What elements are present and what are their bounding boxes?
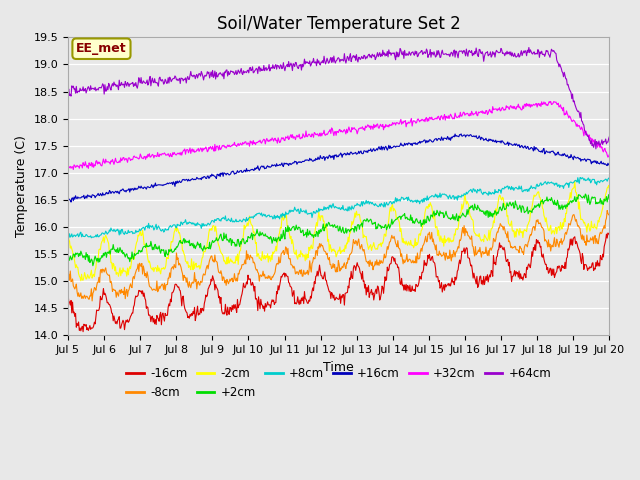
+8cm <box>421 195 429 201</box>
-8cm <box>64 272 72 278</box>
Line: +8cm: +8cm <box>68 178 609 238</box>
+8cm <box>605 176 613 181</box>
+32cm <box>75 164 83 169</box>
+16cm <box>405 140 413 146</box>
-16cm <box>74 323 82 328</box>
-8cm <box>88 298 96 304</box>
+32cm <box>421 119 429 124</box>
-2cm <box>74 264 82 270</box>
+64cm <box>404 52 412 58</box>
+32cm <box>131 153 138 159</box>
+64cm <box>130 84 138 89</box>
-16cm <box>79 329 87 335</box>
-16cm <box>405 288 413 294</box>
+32cm <box>545 98 553 104</box>
+32cm <box>186 148 193 154</box>
Line: +64cm: +64cm <box>68 48 609 149</box>
Title: Soil/Water Temperature Set 2: Soil/Water Temperature Set 2 <box>217 15 461 33</box>
-16cm <box>605 232 613 238</box>
-2cm <box>405 240 413 246</box>
+2cm <box>582 191 589 197</box>
+2cm <box>131 251 138 256</box>
-16cm <box>604 230 612 236</box>
-8cm <box>605 211 613 217</box>
+2cm <box>605 196 613 202</box>
+16cm <box>64 197 72 203</box>
+16cm <box>421 137 429 143</box>
+2cm <box>421 216 429 222</box>
+64cm <box>605 133 613 139</box>
Line: -8cm: -8cm <box>68 211 609 301</box>
-2cm <box>214 240 221 245</box>
+16cm <box>131 185 138 191</box>
-2cm <box>64 232 72 238</box>
-2cm <box>571 178 579 184</box>
-2cm <box>605 187 613 193</box>
+64cm <box>185 76 193 82</box>
+64cm <box>592 146 600 152</box>
+8cm <box>405 197 413 203</box>
+2cm <box>186 237 193 243</box>
+64cm <box>64 88 72 94</box>
Y-axis label: Temperature (C): Temperature (C) <box>15 135 28 237</box>
+32cm <box>64 162 72 168</box>
-8cm <box>74 293 82 299</box>
+8cm <box>186 219 193 225</box>
+8cm <box>65 235 72 241</box>
-16cm <box>64 291 72 297</box>
+2cm <box>405 217 413 223</box>
+64cm <box>74 89 82 95</box>
+8cm <box>75 234 83 240</box>
+16cm <box>75 195 83 201</box>
+16cm <box>186 178 193 183</box>
-2cm <box>131 256 138 262</box>
+16cm <box>67 199 75 205</box>
+8cm <box>576 175 584 180</box>
Line: +2cm: +2cm <box>68 194 609 266</box>
-8cm <box>214 265 221 271</box>
Legend: -16cm, -8cm, -2cm, +2cm, +8cm, +16cm, +32cm, +64cm: -16cm, -8cm, -2cm, +2cm, +8cm, +16cm, +3… <box>122 362 556 404</box>
Line: -2cm: -2cm <box>68 181 609 281</box>
+2cm <box>64 256 72 262</box>
+32cm <box>605 151 613 157</box>
-16cm <box>421 262 429 268</box>
+32cm <box>214 144 221 150</box>
+8cm <box>131 230 138 236</box>
Line: +16cm: +16cm <box>68 134 609 202</box>
+16cm <box>457 131 465 137</box>
-8cm <box>186 279 193 285</box>
+32cm <box>70 167 77 172</box>
-16cm <box>186 315 193 321</box>
Line: -16cm: -16cm <box>68 233 609 332</box>
-8cm <box>421 237 429 243</box>
+2cm <box>89 263 97 269</box>
+16cm <box>214 171 221 177</box>
+64cm <box>525 45 532 50</box>
-8cm <box>604 208 611 214</box>
+64cm <box>420 49 428 55</box>
Line: +32cm: +32cm <box>68 101 609 169</box>
-2cm <box>77 278 84 284</box>
+8cm <box>64 234 72 240</box>
-2cm <box>421 210 429 216</box>
+2cm <box>74 251 82 256</box>
+32cm <box>405 120 413 126</box>
-16cm <box>214 288 221 293</box>
-16cm <box>131 302 138 308</box>
+8cm <box>214 216 221 222</box>
Text: EE_met: EE_met <box>76 42 127 55</box>
-8cm <box>131 276 138 282</box>
+2cm <box>214 238 221 244</box>
-8cm <box>405 256 413 262</box>
X-axis label: Time: Time <box>323 360 354 373</box>
+64cm <box>213 74 221 80</box>
-2cm <box>186 263 193 268</box>
+16cm <box>605 163 613 168</box>
